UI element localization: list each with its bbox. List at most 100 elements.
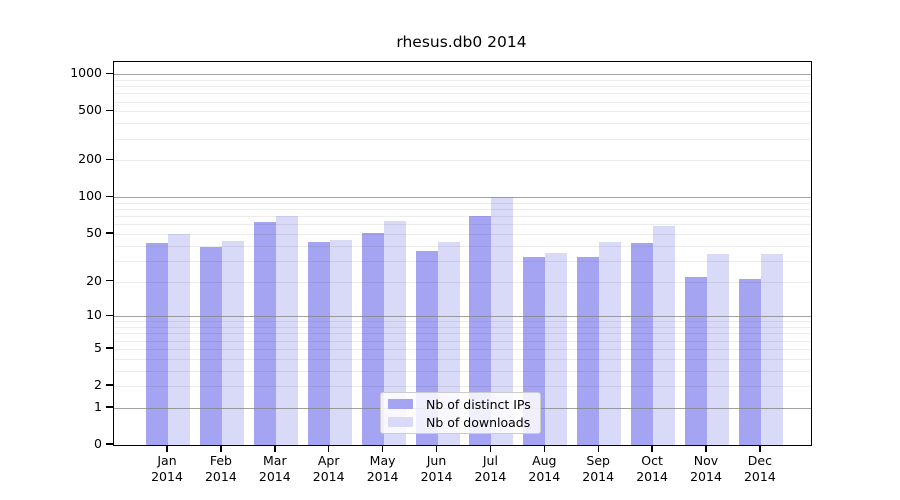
bar-downloads: [545, 252, 568, 445]
x-label-year: 2014: [204, 469, 237, 484]
x-label-month: Dec: [747, 453, 772, 468]
y-axis-tick-label: 1: [94, 398, 102, 414]
gridline-minor: [114, 370, 811, 372]
x-label-year: 2014: [528, 469, 561, 484]
legend-swatch-downloads: [388, 416, 413, 428]
y-axis-tick-label: 100: [78, 188, 102, 204]
gridline-minor: [114, 321, 811, 323]
x-label-year: 2014: [743, 469, 776, 484]
bar-distinct-ips: [146, 243, 168, 445]
gridline-minor: [114, 327, 811, 329]
x-label-year: 2014: [420, 469, 453, 484]
x-label-year: 2014: [636, 469, 668, 484]
y-tick-mark: [106, 195, 113, 198]
legend-item: Nb of distinct IPs: [388, 398, 532, 411]
y-tick-mark: [106, 347, 113, 349]
x-axis-label: Apr 2014: [298, 453, 360, 485]
x-label-month: Sep: [586, 453, 610, 468]
x-label-year: 2014: [582, 469, 615, 484]
bar-downloads: [168, 234, 190, 445]
y-tick-mark: [106, 232, 113, 234]
bar-downloads: [329, 239, 352, 445]
x-axis-label: Sep 2014: [567, 453, 629, 485]
x-axis-label: Feb 2014: [190, 453, 252, 485]
gridline-minor: [114, 348, 811, 350]
gridline-minor: [114, 260, 811, 262]
bar-downloads: [275, 215, 298, 445]
x-label-month: Nov: [693, 453, 719, 468]
gridline-minor: [114, 340, 811, 342]
x-axis-label: Dec 2014: [729, 453, 791, 485]
gridline-minor: [114, 160, 811, 162]
y-axis-tick-label: 2: [94, 377, 102, 393]
y-tick-mark: [106, 406, 113, 408]
bar-downloads: [653, 226, 676, 445]
x-axis-label: Oct 2014: [621, 453, 683, 485]
gridline-minor: [114, 123, 811, 125]
y-tick-mark: [106, 109, 113, 112]
bar-downloads: [599, 242, 622, 445]
legend-label: Nb of downloads: [426, 414, 531, 430]
y-tick-mark: [106, 384, 113, 386]
gridline-minor: [114, 234, 811, 235]
x-axis-label: May 2014: [352, 453, 414, 485]
bar-distinct-ips: [738, 279, 761, 445]
gridline-minor: [114, 93, 811, 95]
x-axis-label: Aug 2014: [513, 453, 575, 485]
x-axis-label: Nov 2014: [675, 453, 737, 485]
y-axis-tick-label: 20: [86, 272, 102, 288]
x-tick-mark: [435, 445, 438, 452]
y-axis-tick-label: 50: [86, 225, 102, 240]
chart-title: rhesus.db0 2014: [396, 33, 527, 51]
gridline-major: [114, 197, 811, 199]
plot-area: Nb of distinct IPs Nb of downloads: [113, 61, 812, 446]
x-axis-label: Mar 2014: [244, 453, 306, 485]
gridline-minor: [114, 216, 811, 218]
x-tick-mark: [220, 445, 222, 452]
gridline-minor: [114, 209, 811, 211]
gridline-minor: [114, 224, 811, 226]
x-tick-mark: [381, 445, 384, 452]
x-axis-label: Jan 2014: [136, 453, 198, 485]
y-tick-mark: [106, 443, 113, 445]
x-label-month: May: [369, 453, 396, 468]
x-label-month: Oct: [641, 453, 663, 468]
bar-downloads: [491, 197, 514, 445]
x-label-year: 2014: [258, 469, 291, 484]
bar-downloads: [221, 240, 244, 445]
gridline-major: [114, 316, 811, 318]
x-tick-mark: [489, 445, 492, 452]
gridline-minor: [114, 111, 811, 113]
x-tick-mark: [759, 445, 761, 452]
gridline-minor: [114, 386, 811, 388]
y-tick-mark: [106, 279, 113, 282]
x-label-month: Jun: [426, 453, 447, 468]
bar-distinct-ips: [685, 276, 707, 445]
x-tick-mark: [597, 445, 599, 452]
legend-swatch-distinct-ips: [388, 398, 413, 410]
y-tick-mark: [106, 314, 113, 317]
bar-downloads: [760, 254, 783, 445]
legend-item: Nb of downloads: [388, 416, 532, 429]
gridline-minor: [114, 86, 811, 88]
bar-distinct-ips: [253, 221, 276, 445]
x-axis-label: Jun 2014: [406, 453, 468, 485]
gridline-minor: [114, 101, 811, 103]
x-tick-mark: [543, 445, 545, 452]
y-axis-tick-label: 500: [78, 102, 102, 118]
y-axis-tick-label: 10: [86, 307, 102, 323]
gridline-minor: [114, 358, 811, 360]
legend: Nb of distinct IPs Nb of downloads: [380, 392, 541, 434]
x-label-year: 2014: [366, 469, 399, 484]
y-axis-tick-label: 0: [94, 436, 102, 451]
x-axis-label: Jul 2014: [459, 453, 521, 485]
y-tick-mark: [106, 72, 113, 74]
x-label-month: Aug: [532, 453, 557, 468]
gridline-minor: [114, 79, 811, 81]
x-label-year: 2014: [474, 469, 507, 484]
bar-distinct-ips: [469, 216, 492, 445]
y-axis-tick-label: 1000: [70, 65, 102, 81]
gridline-minor: [114, 333, 811, 335]
bar-distinct-ips: [307, 242, 330, 445]
